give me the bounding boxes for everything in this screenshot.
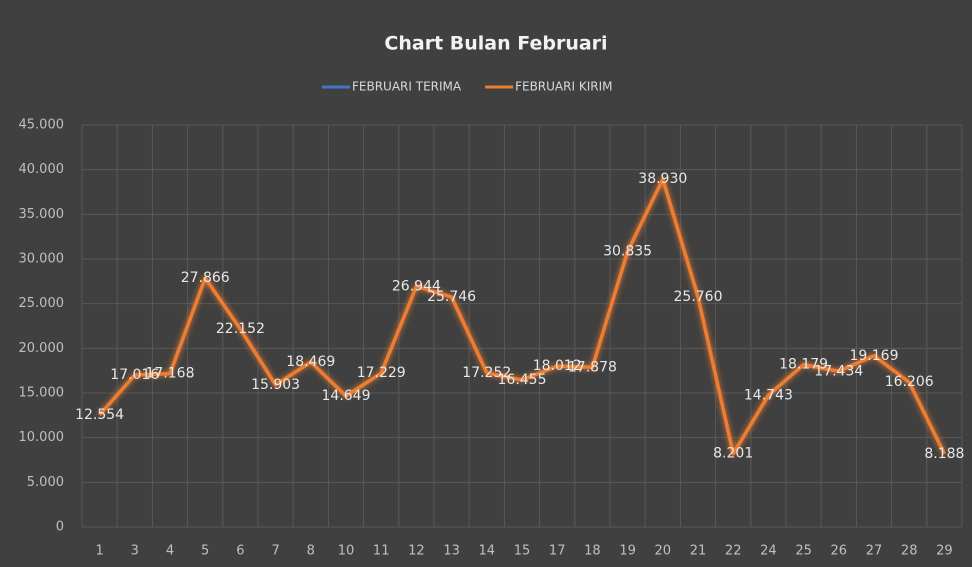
x-tick-label: 3	[131, 544, 139, 559]
legend-label: FEBRUARI KIRIM	[515, 80, 612, 94]
x-tick-label: 29	[936, 544, 953, 559]
data-label: 14.649	[322, 388, 371, 404]
data-label: 30.835	[603, 244, 652, 260]
series-line	[98, 177, 946, 456]
data-label: 17.878	[568, 359, 617, 375]
data-label: 19.169	[850, 348, 899, 364]
data-label: 17.434	[814, 363, 863, 379]
x-tick-label: 26	[831, 544, 848, 559]
x-tick-label: 10	[338, 544, 355, 559]
x-tick-label: 19	[619, 544, 636, 559]
x-tick-label: 17	[549, 544, 566, 559]
data-label: 8.201	[713, 446, 753, 462]
y-tick-label: 20.000	[19, 341, 65, 356]
data-label: 16.206	[885, 374, 934, 390]
x-tick-label: 4	[166, 544, 174, 559]
y-tick-label: 45.000	[19, 118, 65, 133]
x-tick-label: 24	[760, 544, 777, 559]
x-tick-label: 25	[795, 544, 812, 559]
x-tick-label: 14	[479, 544, 496, 559]
x-tick-label: 22	[725, 544, 742, 559]
x-tick-label: 18	[584, 544, 601, 559]
x-tick-label: 1	[95, 544, 103, 559]
data-label: 15.903	[251, 377, 300, 393]
y-tick-label: 40.000	[19, 162, 65, 177]
x-tick-label: 13	[443, 544, 460, 559]
data-label: 26.944	[392, 278, 441, 294]
data-label: 25.760	[674, 289, 723, 305]
y-tick-label: 5.000	[27, 475, 64, 490]
x-tick-label: 12	[408, 544, 425, 559]
y-tick-label: 10.000	[19, 430, 65, 445]
x-tick-label: 7	[271, 544, 279, 559]
data-label: 27.866	[181, 270, 230, 286]
data-label: 17.252	[462, 365, 511, 381]
data-label: 25.746	[427, 289, 476, 305]
data-label: 17.229	[357, 365, 406, 381]
legend-label: FEBRUARI TERIMA	[352, 80, 462, 94]
data-label: 14.743	[744, 387, 793, 403]
x-tick-label: 11	[373, 544, 390, 559]
x-tick-label: 20	[655, 544, 672, 559]
y-tick-label: 15.000	[19, 386, 65, 401]
chart-title: Chart Bulan Februari	[384, 33, 607, 55]
y-tick-label: 30.000	[19, 252, 65, 267]
x-tick-label: 5	[201, 544, 209, 559]
x-tick-label: 6	[236, 544, 244, 559]
y-tick-label: 0	[56, 520, 64, 535]
data-label: 22.152	[216, 321, 265, 337]
y-tick-label: 25.000	[19, 296, 65, 311]
x-tick-label: 28	[901, 544, 918, 559]
data-label: 18.179	[779, 357, 828, 373]
data-label: 12.554	[75, 407, 124, 423]
x-tick-label: 21	[690, 544, 707, 559]
data-label: 18.469	[286, 354, 335, 370]
data-label: 8.188	[924, 446, 964, 462]
data-label: 18.012	[533, 358, 582, 374]
x-tick-label: 15	[514, 544, 531, 559]
x-tick-label: 8	[307, 544, 315, 559]
data-label: 16.455	[498, 372, 547, 388]
y-tick-label: 35.000	[19, 207, 65, 222]
data-label: 17.016	[110, 367, 159, 383]
data-label: 38.930	[638, 171, 687, 187]
x-tick-label: 27	[866, 544, 883, 559]
data-label: 17.168	[146, 366, 195, 382]
